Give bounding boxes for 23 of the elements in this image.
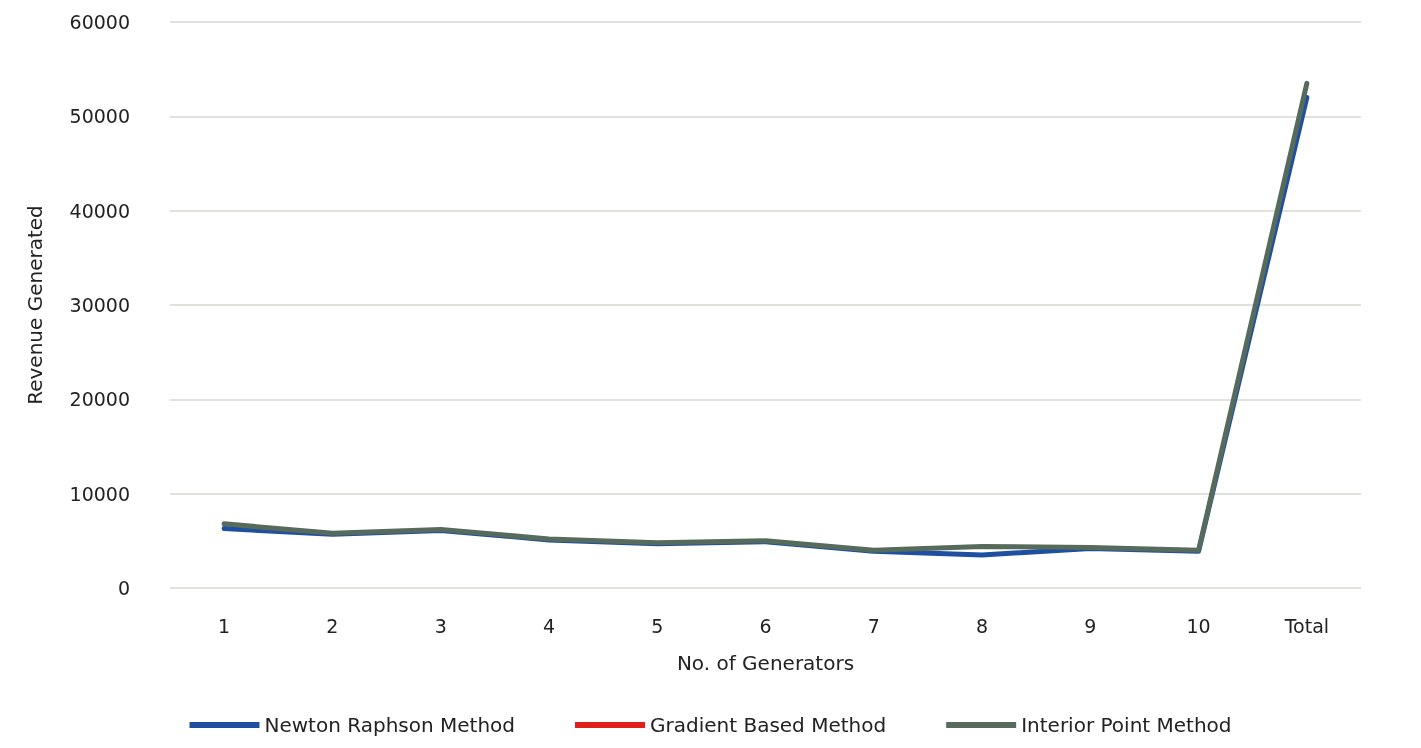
x-tick-label: 9 xyxy=(1084,614,1097,637)
x-tick-label: 5 xyxy=(651,614,664,637)
x-tick-label: 6 xyxy=(759,614,772,637)
y-tick-label: 60000 xyxy=(69,11,130,33)
x-tick-label: 10 xyxy=(1186,614,1211,637)
x-tick-label: 1 xyxy=(218,614,231,637)
x-tick-label: 8 xyxy=(976,614,989,637)
y-axis-title: Revenue Generated xyxy=(23,205,47,405)
x-tick-label: 4 xyxy=(542,614,555,637)
y-tick-label: 10000 xyxy=(69,482,130,505)
x-tick-label: 3 xyxy=(434,614,447,637)
legend-label: Gradient Based Method xyxy=(650,713,887,737)
x-tick-label: Total xyxy=(1283,614,1330,637)
y-tick-label: 30000 xyxy=(69,294,130,316)
y-tick-label: 40000 xyxy=(69,199,130,222)
y-tick-label: 0 xyxy=(117,577,130,599)
y-tick-label: 50000 xyxy=(69,105,130,128)
y-tick-label: 20000 xyxy=(69,388,130,411)
x-tick-label: 7 xyxy=(867,614,880,637)
legend-label: Interior Point Method xyxy=(1021,713,1232,737)
legend-label: Newton Raphson Method xyxy=(264,713,516,737)
x-axis-title: No. of Generators xyxy=(676,651,855,675)
x-tick-label: 2 xyxy=(326,614,339,637)
